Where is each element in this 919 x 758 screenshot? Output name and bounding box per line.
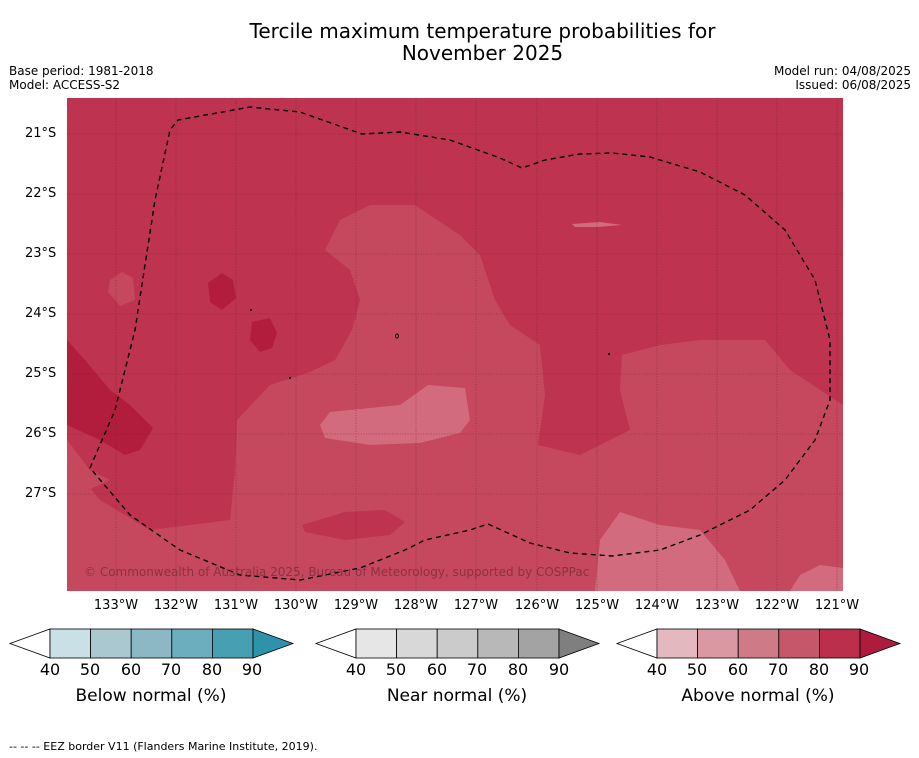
lat-label-22s: 22°S [25, 186, 57, 201]
map-panel [67, 98, 843, 591]
near-extend-high [558, 628, 601, 659]
below-tick-80: 80 [201, 660, 223, 679]
lon-label-130w: 130°W [273, 598, 319, 613]
lon-label-129w: 129°W [333, 598, 379, 613]
lon-label-132w: 132°W [153, 598, 199, 613]
below-segment-1 [49, 628, 91, 659]
below-segment-2 [90, 628, 132, 659]
lat-label-25s: 25°S [25, 366, 57, 381]
issued-date: Issued: 06/08/2025 [795, 78, 911, 92]
lon-label-122w: 122°W [754, 598, 800, 613]
near-normal-label: Near normal (%) [386, 686, 528, 706]
lat-label-24s: 24°S [25, 306, 57, 321]
near-tick-80: 80 [507, 660, 529, 679]
above-normal-label: Above normal (%) [681, 686, 835, 706]
meta-left: Base period: 1981-2018 Model: ACCESS-S2 [9, 64, 154, 92]
above-tick-40: 40 [646, 660, 668, 679]
below-normal-label: Below normal (%) [75, 686, 227, 706]
probability-60-corner [790, 565, 843, 591]
above-tick-80: 80 [808, 660, 830, 679]
above-extend-low [615, 628, 658, 659]
map-title: Tercile maximum temperature probabilitie… [0, 20, 919, 64]
below-tick-40: 40 [39, 660, 61, 679]
lon-label-127w: 127°W [453, 598, 499, 613]
above-tick-90: 90 [848, 660, 870, 679]
near-segment-3 [436, 628, 479, 659]
probability-60-central [320, 385, 470, 445]
lon-label-126w: 126°W [514, 598, 560, 613]
above-segment-3 [737, 628, 780, 659]
probability-60-southeast [595, 512, 740, 591]
near-tick-40: 40 [345, 660, 367, 679]
near-tick-70: 70 [466, 660, 488, 679]
title-line-2: November 2025 [401, 41, 564, 65]
below-tick-90: 90 [241, 660, 263, 679]
near-segment-2 [396, 628, 438, 659]
below-tick-60: 60 [120, 660, 142, 679]
near-segment-1 [355, 628, 397, 659]
below-extend-low [8, 628, 51, 659]
below-segment-4 [171, 628, 213, 659]
below-segment-3 [130, 628, 173, 659]
below-tick-70: 70 [160, 660, 182, 679]
near-tick-60: 60 [426, 660, 448, 679]
above-extend-high [859, 628, 902, 659]
colorbar-near-segments [314, 628, 601, 659]
near-tick-50: 50 [385, 660, 407, 679]
near-segment-4 [477, 628, 519, 659]
probability-70-west [67, 440, 110, 500]
near-tick-90: 90 [548, 660, 570, 679]
probability-60-sliver [572, 222, 622, 227]
title-line-1: Tercile maximum temperature probabilitie… [249, 19, 716, 43]
lat-label-26s: 26°S [25, 426, 57, 441]
colorbar-below-segments [8, 628, 295, 659]
base-period: Base period: 1981-2018 [9, 64, 154, 78]
above-segment-1 [656, 628, 698, 659]
model-name: Model: ACCESS-S2 [9, 78, 121, 92]
colorbar-below [8, 628, 295, 659]
copyright-notice: © Commonwealth of Australia 2025, Bureau… [84, 565, 590, 579]
lon-label-131w: 131°W [213, 598, 259, 613]
colorbar-above [615, 628, 902, 659]
lat-label-21s: 21°S [25, 126, 57, 141]
above-segment-4 [778, 628, 820, 659]
eez-footnote: -- -- -- EEZ border V11 (Flanders Marine… [9, 740, 318, 753]
probability-90-spot-b [250, 318, 277, 352]
lon-label-125w: 125°W [574, 598, 620, 613]
above-tick-50: 50 [686, 660, 708, 679]
lat-label-23s: 23°S [25, 246, 57, 261]
lon-label-124w: 124°W [634, 598, 680, 613]
lon-label-128w: 128°W [393, 598, 439, 613]
probability-80-south [302, 510, 405, 540]
colorbar-near [314, 628, 601, 659]
lon-label-133w: 133°W [93, 598, 139, 613]
near-extend-low [314, 628, 357, 659]
gridlines [67, 98, 843, 591]
above-segment-5 [818, 628, 861, 659]
near-segment-5 [517, 628, 560, 659]
probability-60-west-spot [108, 272, 135, 306]
above-tick-60: 60 [727, 660, 749, 679]
lat-label-27s: 27°S [25, 486, 57, 501]
below-tick-50: 50 [79, 660, 101, 679]
below-extend-high [252, 628, 295, 659]
model-run: Model run: 04/08/2025 [773, 64, 911, 78]
above-tick-70: 70 [767, 660, 789, 679]
colorbar-above-segments [615, 628, 902, 659]
islands [249, 308, 611, 380]
meta-right: Model run: 04/08/2025 Issued: 06/08/2025 [774, 64, 911, 92]
above-segment-2 [697, 628, 739, 659]
eez-border [89, 106, 831, 581]
probability-90-west [67, 340, 153, 455]
below-segment-5 [211, 628, 254, 659]
lon-label-121w: 121°W [814, 598, 860, 613]
lon-label-123w: 123°W [694, 598, 740, 613]
probability-90-spot-a [208, 273, 236, 310]
